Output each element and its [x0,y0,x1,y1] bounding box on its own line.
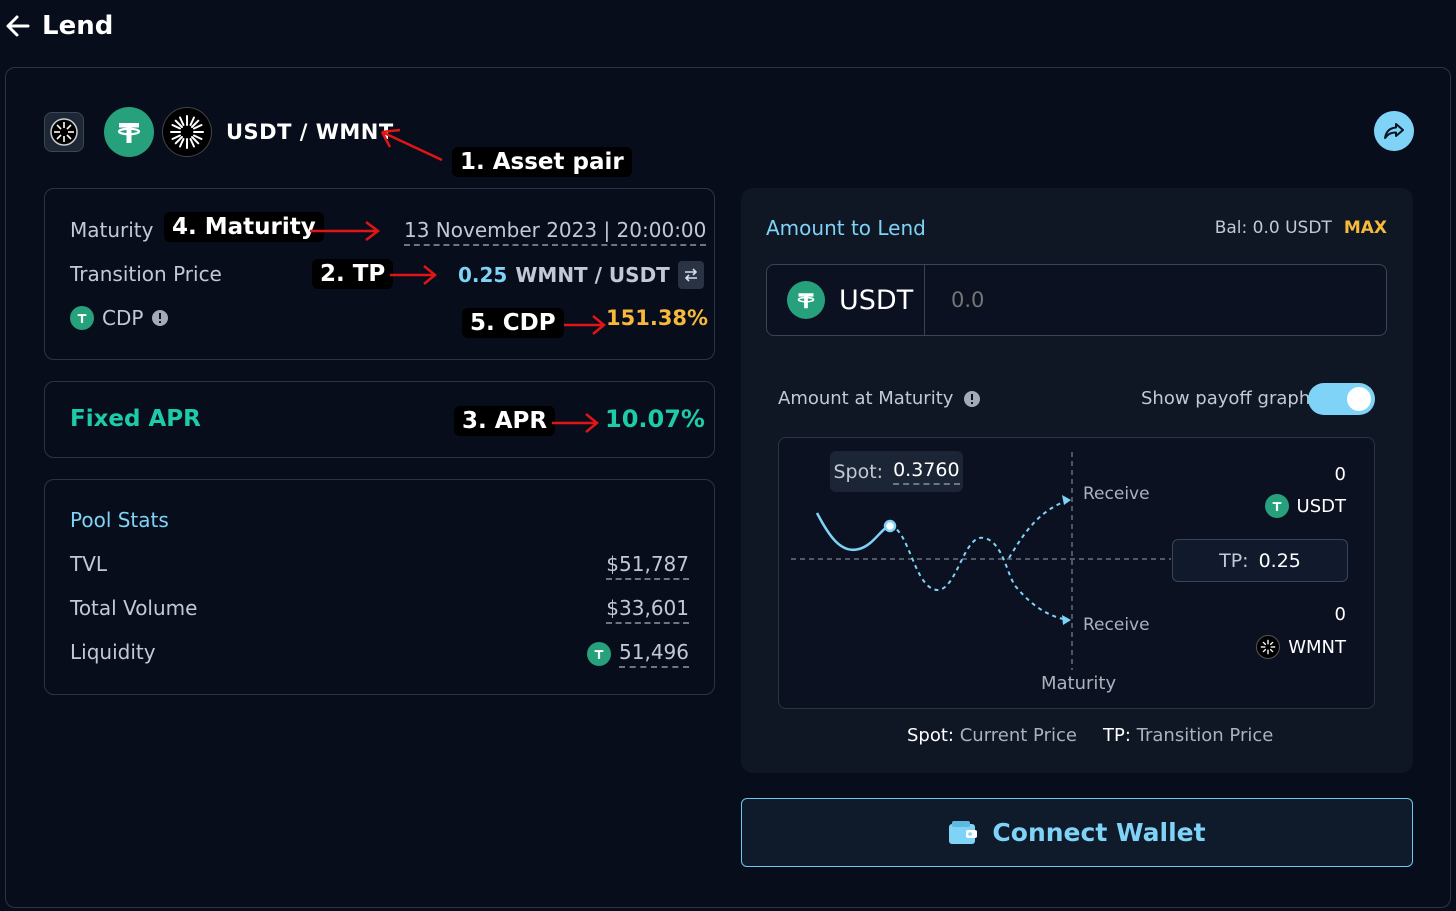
token-name: USDT [839,284,914,316]
total-volume-value: $33,601 [606,596,689,624]
payoff-graph-toggle[interactable] [1308,383,1375,415]
arrow-up-head [1062,495,1071,505]
tvl-value: $51,787 [606,552,689,580]
transition-price-label: Transition Price [70,262,222,286]
legend-spot: Spot: Current Price [907,725,1077,746]
token-selector[interactable]: USDT [767,265,925,335]
legend-spot-key: Spot: [907,725,954,746]
annotation-cdp: 5. CDP [462,308,564,338]
spot-tag-label: Spot: [833,460,884,483]
wallet-icon [949,820,978,844]
receive-top-amount: 0 [1334,464,1346,485]
annotation-arrow [564,315,606,335]
cdp-label: CDP [102,306,144,330]
fixed-apr-label: Fixed APR [70,406,201,432]
legend-tp-key: TP: [1102,725,1131,746]
tp-tag-value: 0.25 [1258,549,1301,572]
page-header: Lend [4,8,113,44]
spot-point [883,519,897,533]
fixed-apr-card [44,381,715,458]
cdp-row-label: CDP [70,306,169,330]
pool-icon [44,112,84,152]
cdp-value: 151.38% [606,306,709,330]
balance-row: Bal: 0.0 USDT MAX [1215,218,1387,238]
asset-pair-label: USDT / WMNT [226,120,394,144]
max-button[interactable]: MAX [1343,218,1387,238]
liquidity-label: Liquidity [70,640,156,664]
page-title: Lend [42,11,114,41]
payoff-graph-canvas [791,452,1171,670]
spot-tag-value: 0.3760 [893,459,960,485]
annotation-apr: 3. APR [454,406,556,436]
payoff-toggle-label: Show payoff graph [1141,388,1311,409]
usdt-token-icon [104,107,154,157]
transition-price-value: 0.25 WMNT / USDT [458,261,704,289]
arrow-left-icon[interactable] [4,12,32,40]
annotation-arrow [552,413,599,433]
tp-unit: WMNT / USDT [515,263,670,287]
swap-price-button[interactable] [677,261,704,289]
fixed-apr-value: 10.07% [605,405,705,433]
amount-input-box: USDT [766,264,1387,336]
annotation-arrow [380,128,443,162]
usdt-token-icon [787,281,825,319]
receive-bottom-token-name: WMNT [1288,636,1346,658]
receive-top-token: USDT [1264,494,1346,518]
graph-maturity-label: Maturity [1041,673,1117,694]
total-volume-label: Total Volume [70,596,198,620]
tvl-label: TVL [70,552,108,576]
share-button[interactable] [1374,111,1414,151]
receive-bottom-label: Receive [1083,615,1150,635]
arrow-down-head [1062,615,1071,625]
amount-input[interactable] [925,265,1386,335]
tp-tag-label: TP: [1219,549,1249,572]
amount-to-lend-title: Amount to Lend [766,216,926,240]
wmnt-logo-icon [50,118,78,146]
liquidity-value: 51,496 [619,640,689,668]
legend-tp-desc: Transition Price [1136,725,1274,746]
pool-stats-title: Pool Stats [70,508,169,532]
projection-up [1008,499,1070,559]
tp-tag: TP: 0.25 [1172,539,1348,582]
usdt-token-icon [587,642,612,666]
wmnt-token-icon [1256,635,1281,659]
annotation-asset-pair: 1. Asset pair [452,147,632,177]
projection-down [889,525,1068,621]
legend-spot-desc: Current Price [959,725,1077,746]
annotation-tp: 2. TP [312,259,394,289]
legend-tp: TP: Transition Price [1103,725,1273,746]
spot-tag: Spot: 0.3760 [830,451,963,492]
share-icon [1384,123,1404,139]
usdt-token-icon [1264,494,1289,518]
amount-at-maturity-row: Amount at Maturity [778,388,981,409]
maturity-value: 13 November 2023 | 20:00:00 [404,218,707,246]
wmnt-token-icon [162,107,212,157]
maturity-label: Maturity [70,218,154,242]
connect-wallet-label: Connect Wallet [992,818,1206,847]
connect-wallet-button[interactable]: Connect Wallet [741,798,1413,867]
amount-at-maturity-label: Amount at Maturity [778,388,954,409]
receive-bottom-amount: 0 [1334,604,1346,625]
balance-text: Bal: 0.0 USDT [1214,218,1332,238]
info-icon[interactable] [151,309,169,327]
asset-pair-row: USDT / WMNT [44,106,394,158]
annotation-maturity: 4. Maturity [164,212,324,242]
toggle-knob [1347,387,1371,411]
liquidity-value-row: 51,496 [587,640,689,668]
annotation-arrow [390,265,437,285]
receive-top-token-name: USDT [1296,495,1346,517]
swap-icon [684,268,697,282]
tp-number: 0.25 [458,263,508,287]
receive-top-label: Receive [1083,484,1150,504]
price-history-line [815,512,891,552]
info-icon[interactable] [963,390,981,408]
receive-bottom-token: WMNT [1256,635,1346,659]
annotation-arrow [310,221,381,241]
usdt-token-icon [70,306,94,330]
graph-legend: Spot: Current Price TP: Transition Price [907,725,1273,746]
